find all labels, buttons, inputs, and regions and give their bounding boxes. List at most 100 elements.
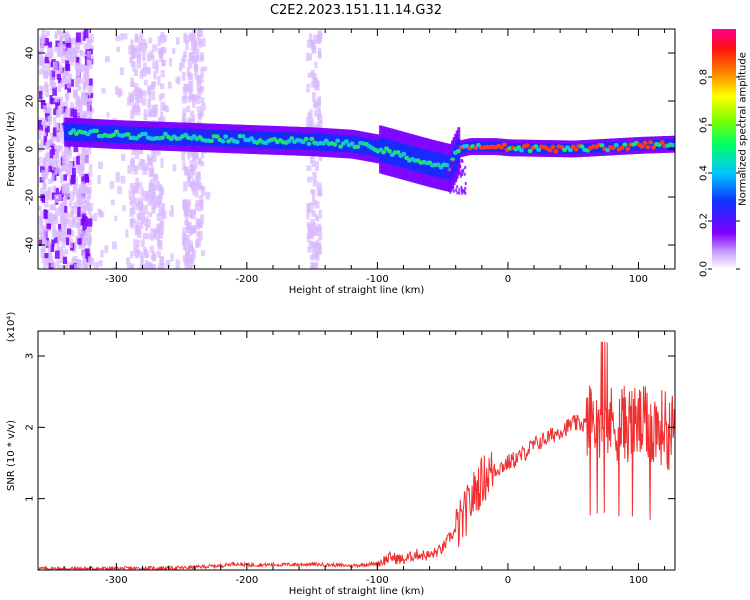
ridge-core <box>524 143 530 148</box>
speckle <box>150 265 155 269</box>
speckle <box>130 45 136 52</box>
speckle <box>45 107 51 115</box>
speckle <box>38 226 43 235</box>
speckle <box>67 161 73 168</box>
ridge-tail <box>458 160 461 164</box>
ridge-core <box>289 136 295 141</box>
ridge-outer <box>571 144 575 154</box>
speckle <box>49 214 55 221</box>
speckle <box>139 222 144 229</box>
ridge-tail <box>460 185 463 189</box>
ridge-core <box>553 149 559 154</box>
speckle <box>143 205 149 215</box>
ridge-tail <box>461 191 464 195</box>
speckle <box>122 33 128 40</box>
speckle <box>54 187 59 196</box>
speckle <box>137 94 143 104</box>
ridge-core <box>111 132 117 138</box>
speckle <box>144 79 148 86</box>
spectrogram-y-tick-label: -20 <box>25 189 36 205</box>
speckle <box>66 42 72 49</box>
speckle <box>187 148 193 156</box>
ridge-outer <box>648 140 652 150</box>
ridge-outer <box>527 143 531 153</box>
speckle <box>160 209 165 219</box>
speckle <box>150 234 154 241</box>
speckle <box>181 151 186 161</box>
speckle <box>191 163 196 171</box>
speckle <box>44 153 49 162</box>
ridge-tail <box>449 166 452 170</box>
speckle <box>148 90 152 101</box>
speckle <box>189 165 194 173</box>
speckle <box>73 268 78 269</box>
speckle <box>87 98 92 106</box>
speckle <box>71 216 77 226</box>
ridge-core <box>286 139 292 144</box>
snr-series-line <box>38 341 675 570</box>
ridge-outer <box>504 142 508 153</box>
speckle <box>149 245 155 253</box>
ridge-tail <box>452 189 455 193</box>
ridge-outer <box>363 138 367 155</box>
speckle <box>74 78 80 88</box>
speckle <box>56 74 61 80</box>
snr-y-multiplier-label: (x10⁴) <box>6 312 17 343</box>
speckle <box>52 185 56 193</box>
speckle <box>200 52 204 62</box>
ridge-core <box>323 138 329 143</box>
speckle <box>134 34 139 43</box>
speckle <box>90 107 95 114</box>
speckle <box>198 29 204 37</box>
speckle <box>52 149 57 155</box>
speckle <box>135 177 140 186</box>
speckle <box>49 139 55 146</box>
speckle <box>143 46 147 53</box>
speckle <box>51 239 55 247</box>
speckle <box>191 115 195 122</box>
ridge-outer <box>344 135 348 153</box>
speckle <box>63 154 67 162</box>
speckle <box>317 114 323 123</box>
speckle <box>44 165 50 176</box>
speckle <box>49 204 54 211</box>
speckle <box>50 81 54 92</box>
speckle <box>77 202 83 209</box>
speckle <box>61 234 67 243</box>
speckle <box>170 205 174 212</box>
speckle <box>142 71 147 77</box>
speckle <box>44 113 50 122</box>
speckle <box>188 254 193 264</box>
ridge-core <box>338 144 344 149</box>
speckle <box>39 239 43 247</box>
speckle <box>158 266 163 269</box>
ridge-outer <box>205 129 209 147</box>
speckle <box>311 91 317 102</box>
speckle <box>196 95 200 105</box>
speckle <box>160 46 165 55</box>
speckle <box>131 105 136 112</box>
speckle <box>187 171 191 181</box>
speckle <box>198 112 202 121</box>
speckle <box>51 82 57 89</box>
ridge-tail <box>446 173 449 177</box>
speckle <box>157 47 163 55</box>
speckle <box>42 240 47 247</box>
ridge-outer <box>64 123 68 141</box>
speckle <box>310 241 316 248</box>
speckle <box>150 166 154 173</box>
speckle <box>169 210 174 217</box>
speckle <box>172 164 177 172</box>
speckle <box>65 60 70 71</box>
speckle <box>83 29 89 39</box>
ridge-core <box>386 148 392 154</box>
ridge-tail <box>454 174 457 178</box>
speckle <box>156 223 160 233</box>
ridge-outer <box>209 129 213 147</box>
speckle <box>144 162 150 172</box>
spectrogram-x-tick-label: -200 <box>236 274 259 285</box>
ridge-core <box>114 129 120 134</box>
speckle <box>87 86 92 96</box>
speckle <box>146 66 151 75</box>
